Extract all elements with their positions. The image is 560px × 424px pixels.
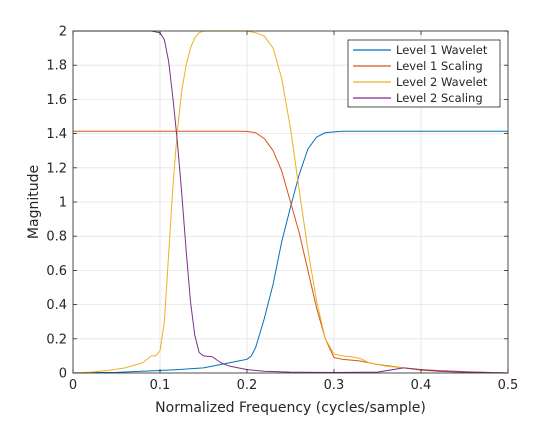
y-tick-label: 0.6 xyxy=(46,264,67,279)
legend-label-level-2-wavelet: Level 2 Wavelet xyxy=(396,75,488,89)
series-lines xyxy=(72,30,509,374)
axis-ticks: 0 0.1 0.2 0.3 0.4 0.5 0 0.2 0.4 0.6 0.8 1 1.2 1.4 1.6 1… xyxy=(46,25,518,394)
legend-label-level-2-scaling: Level 2 Scaling xyxy=(396,91,483,105)
y-tick-label: 0.4 xyxy=(46,298,67,313)
legend-label-level-1-wavelet: Level 1 Wavelet xyxy=(396,43,488,57)
y-tick-label: 1.8 xyxy=(46,59,67,74)
series-line-level-1-wavelet xyxy=(72,130,508,374)
y-tick-label: 2 xyxy=(59,25,67,40)
y-axis-label: Magnitude xyxy=(26,165,42,239)
series-line-level-2-scaling xyxy=(73,30,509,374)
x-tick-label: 0.4 xyxy=(411,378,432,393)
x-axis-label: Normalized Frequency (cycles/sample) xyxy=(155,400,426,416)
legend: Level 1 Wavelet Level 1 Scaling Level 2 Wa… xyxy=(347,39,501,108)
legend-box xyxy=(347,39,501,108)
y-tick-label: 1 xyxy=(59,196,67,211)
x-tick-label: 0.5 xyxy=(498,378,519,393)
grid-lines xyxy=(72,30,509,374)
x-tick-label: 0.2 xyxy=(237,378,258,393)
y-tick-label: 1.2 xyxy=(46,161,67,176)
x-tick-label: 0 xyxy=(69,378,77,393)
y-tick-label: 0.8 xyxy=(46,230,67,245)
y-tick-label: 0.2 xyxy=(46,332,67,347)
y-tick-label: 1.6 xyxy=(46,93,67,108)
y-tick-label: 0 xyxy=(59,367,67,382)
x-tick-label: 0.1 xyxy=(150,378,171,393)
y-tick-label: 1.4 xyxy=(46,127,67,142)
legend-label-level-1-scaling: Level 1 Scaling xyxy=(396,59,483,73)
x-tick-label: 0.3 xyxy=(324,378,345,393)
